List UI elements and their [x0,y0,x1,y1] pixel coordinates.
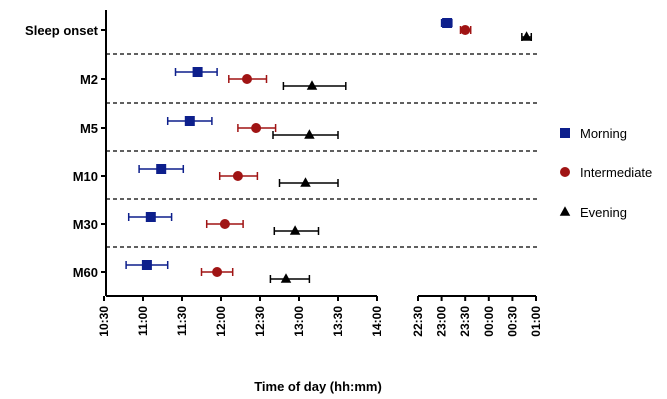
marker-square [141,260,152,270]
category-label: M2 [80,72,98,87]
x-tick-label: 13:00 [292,306,306,337]
x-axis-ticks: 10:30 11:00 11:30 12:00 12:30 13:00 13:30 14:00… [97,296,543,337]
marker-square [145,212,156,222]
data-point-square [440,18,453,28]
data-point-square [127,212,173,222]
data-point-circle [459,25,472,35]
x-tick-label: 22:30 [411,306,425,337]
data-point-circle [218,171,259,181]
legend-entry: Evening [559,205,627,220]
legend-marker-triangle [559,206,571,216]
marker-square [184,116,195,126]
data-marks [125,18,533,283]
legend-label: Intermediate [580,165,652,180]
legend-entry: Intermediate [560,165,652,180]
x-tick-label: 14:00 [370,306,384,337]
marker-triangle [280,273,292,283]
x-tick-label: 00:30 [505,306,519,337]
category-labels: Sleep onset M2 M5 M10 M30 M60 [25,23,99,280]
data-point-triangle [269,273,311,283]
marker-triangle [289,225,301,235]
legend-label: Morning [580,126,627,141]
x-tick-label: 00:00 [482,306,496,337]
data-point-triangle [521,31,533,41]
legend-label: Evening [580,205,627,220]
data-point-circle [237,123,277,133]
x-tick-label: 12:30 [253,306,267,337]
data-point-triangle [278,177,339,187]
data-point-triangle [282,80,347,90]
data-point-square [138,164,185,174]
x-tick-label: 12:00 [214,306,228,337]
marker-triangle [306,80,318,90]
data-point-circle [200,267,234,277]
legend: Morning Intermediate Evening [559,126,652,220]
data-point-square [125,260,169,270]
x-tick-label: 11:30 [175,306,189,336]
x-tick-label: 10:30 [97,306,111,337]
legend-marker-circle [560,167,570,177]
category-label: M30 [73,217,98,232]
x-tick-label: 23:00 [435,306,449,337]
x-tick-label: 13:30 [331,306,345,337]
data-point-circle [205,219,244,229]
category-label: M5 [80,121,98,136]
axes [101,10,536,297]
marker-circle [232,171,243,181]
data-point-square [174,67,218,77]
marker-triangle [304,129,315,139]
marker-square [156,164,167,174]
x-tick-label: 01:00 [529,306,543,337]
x-tick-label: 23:30 [458,306,472,337]
marker-circle [242,74,252,84]
category-label: Sleep onset [25,23,99,38]
marker-circle [460,25,471,35]
category-label: M60 [73,265,98,280]
marker-triangle [300,177,311,187]
marker-square [442,18,453,28]
marker-triangle [521,31,532,41]
x-tick-label: 11:00 [136,306,150,336]
legend-marker-square [560,128,570,138]
marker-circle [212,267,223,277]
category-separators [106,53,540,248]
x-axis-title: Time of day (hh:mm) [254,379,382,394]
data-point-square [166,116,213,126]
marker-circle [219,219,230,229]
legend-entry: Morning [560,126,627,141]
data-point-triangle [272,129,339,139]
marker-square [192,67,203,77]
data-point-triangle [273,225,320,235]
category-label: M10 [73,169,98,184]
data-point-circle [228,74,268,84]
marker-circle [251,123,262,133]
